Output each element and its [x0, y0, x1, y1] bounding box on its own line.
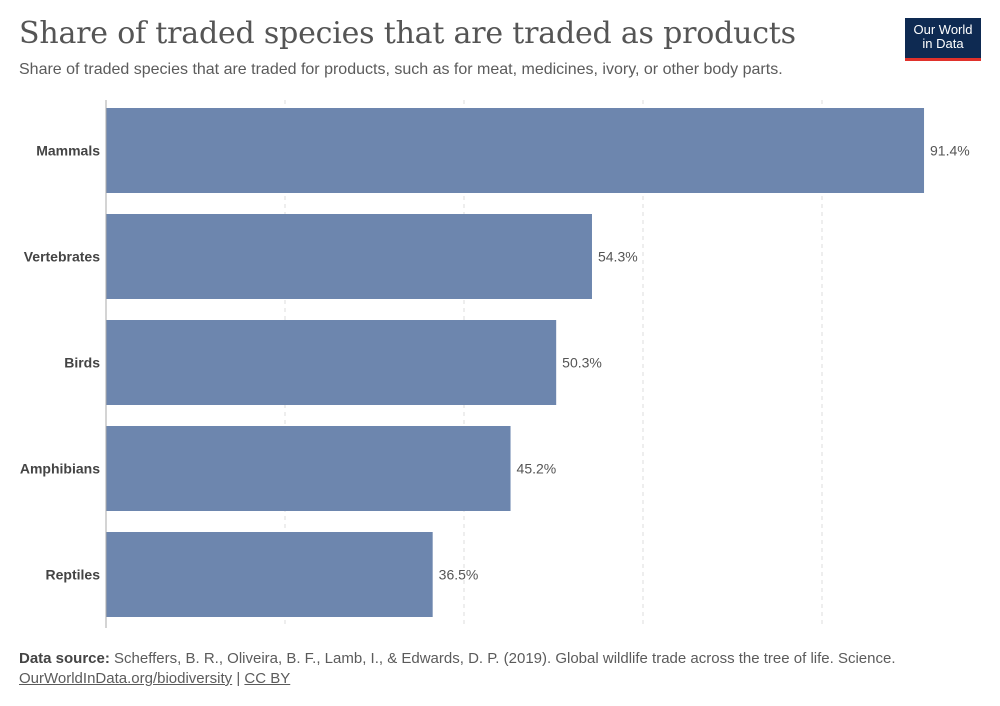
separator: |	[236, 670, 241, 687]
logo-line-2: in Data	[922, 36, 964, 51]
source-label: Data source:	[19, 650, 110, 667]
bar-birds	[106, 320, 557, 405]
value-labels: 91.4% 54.3% 50.3% 45.2% 36.5%	[439, 143, 970, 583]
biodiversity-link[interactable]: OurWorldInData.org/biodiversity	[19, 670, 233, 687]
bar-reptiles	[106, 532, 433, 617]
license-link[interactable]: CC BY	[244, 670, 291, 687]
category-label-birds: Birds	[64, 355, 100, 371]
value-label-mammals: 91.4%	[930, 143, 970, 159]
footer: Data source: Scheffers, B. R., Oliveira,…	[19, 649, 896, 689]
source-text: Scheffers, B. R., Oliveira, B. F., Lamb,…	[114, 650, 896, 667]
chart-subtitle: Share of traded species that are traded …	[19, 61, 783, 78]
bar-vertebrates	[106, 214, 592, 299]
bars	[106, 108, 925, 617]
logo-line-1: Our World	[913, 22, 973, 37]
category-label-reptiles: Reptiles	[46, 567, 101, 583]
owid-logo[interactable]: Our World in Data	[905, 18, 981, 61]
category-label-amphibians: Amphibians	[20, 461, 100, 477]
value-label-reptiles: 36.5%	[439, 567, 479, 583]
source-line: Data source: Scheffers, B. R., Oliveira,…	[19, 649, 896, 669]
bar-amphibians	[106, 426, 511, 511]
value-label-birds: 50.3%	[562, 355, 602, 371]
chart-title: Share of traded species that are traded …	[19, 16, 796, 51]
bar-mammals	[106, 108, 925, 193]
category-label-mammals: Mammals	[36, 143, 100, 159]
link-line: OurWorldInData.org/biodiversity | CC BY	[19, 669, 896, 689]
value-label-vertebrates: 54.3%	[598, 249, 638, 265]
category-labels: Mammals Vertebrates Birds Amphibians Reptile…	[20, 143, 100, 583]
bar-chart: Mammals Vertebrates Birds Amphibians Reptile…	[20, 100, 970, 628]
category-label-vertebrates: Vertebrates	[24, 249, 100, 265]
value-label-amphibians: 45.2%	[517, 461, 557, 477]
